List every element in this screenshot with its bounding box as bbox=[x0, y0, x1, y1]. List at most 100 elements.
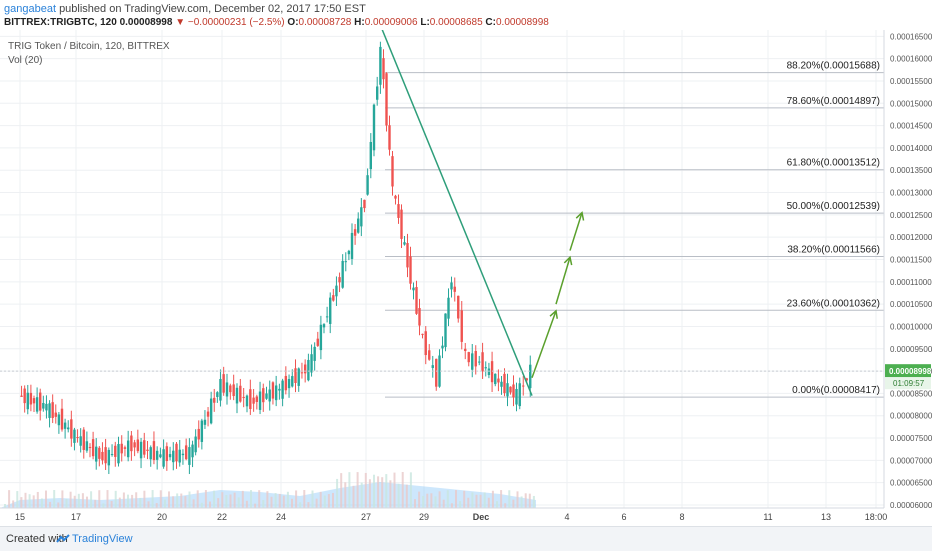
volume-bar bbox=[426, 493, 429, 508]
candle-body bbox=[152, 441, 156, 461]
candle-body bbox=[85, 441, 89, 451]
time-tick-label: 24 bbox=[276, 512, 286, 522]
trendline bbox=[381, 28, 533, 396]
volume-bar bbox=[168, 491, 170, 508]
candle-body bbox=[441, 345, 444, 349]
candle-body bbox=[73, 429, 76, 443]
price-chart[interactable]: 100.00%(0.00016661)88.20%(0.00015688)78.… bbox=[0, 10, 932, 526]
time-tick-label: 6 bbox=[621, 512, 626, 522]
candle-body bbox=[123, 447, 127, 449]
candle-body bbox=[104, 447, 107, 464]
candle-body bbox=[48, 403, 51, 418]
volume-bar bbox=[319, 491, 322, 508]
candle-body bbox=[91, 439, 95, 457]
volume-bar bbox=[233, 492, 236, 508]
time-tick-label: Dec bbox=[473, 512, 490, 522]
volume-bar bbox=[487, 497, 490, 508]
volume-bar bbox=[364, 472, 367, 508]
candle-body bbox=[255, 396, 259, 402]
price-tick-label: 0.00007000 bbox=[890, 456, 932, 465]
candle-body bbox=[341, 260, 344, 288]
candle-body bbox=[322, 324, 326, 328]
price-tick-label: 0.00010000 bbox=[890, 322, 932, 331]
volume-bar bbox=[61, 490, 64, 508]
open-label: O: bbox=[287, 17, 299, 28]
price-tick-label: 0.00015000 bbox=[890, 99, 932, 108]
candle-body bbox=[245, 395, 249, 407]
candle-body bbox=[281, 380, 284, 399]
candle-body bbox=[412, 287, 415, 291]
candle-body bbox=[110, 454, 114, 456]
candle-body bbox=[271, 382, 275, 399]
volume-bar bbox=[512, 499, 515, 508]
price-tick-label: 0.00016000 bbox=[890, 55, 932, 64]
author-link[interactable]: gangabeat bbox=[4, 3, 56, 15]
volume-bar bbox=[32, 495, 35, 508]
volume-bar bbox=[438, 491, 441, 508]
volume-bar bbox=[356, 472, 359, 508]
projection-arrow bbox=[531, 310, 557, 379]
time-tick-label: 27 bbox=[361, 512, 371, 522]
volume-bar bbox=[286, 491, 289, 508]
candle-body bbox=[360, 207, 363, 227]
candle-body bbox=[319, 324, 323, 351]
chart-area[interactable]: 100.00%(0.00016661)88.20%(0.00015688)78.… bbox=[0, 10, 932, 526]
price-tick-label: 0.00008500 bbox=[890, 389, 932, 398]
candle-body bbox=[353, 229, 357, 236]
candle-body bbox=[268, 389, 271, 402]
tradingview-link[interactable]: TradingView bbox=[72, 533, 133, 545]
candle-body bbox=[506, 383, 509, 397]
candle-body bbox=[382, 58, 385, 80]
volume-bar bbox=[258, 490, 261, 508]
candle-body bbox=[494, 373, 497, 385]
volume-bar bbox=[81, 493, 84, 508]
quote-line: BITTREX:TRIGBTC, 120 0.00008998 ▼ −0.000… bbox=[4, 17, 549, 28]
time-tick-label: 22 bbox=[217, 512, 227, 522]
volume-indicator-label[interactable]: Vol (20) bbox=[8, 55, 43, 66]
volume-bar bbox=[237, 497, 240, 508]
time-tick-label: 15 bbox=[15, 512, 25, 522]
candle-body bbox=[120, 443, 123, 454]
candle-body bbox=[278, 388, 281, 391]
candle-body bbox=[447, 297, 450, 319]
volume-bar bbox=[90, 491, 93, 508]
drawing-overlays bbox=[0, 28, 884, 396]
volume-bar bbox=[385, 474, 388, 508]
price-tick-label: 0.00014500 bbox=[890, 122, 932, 131]
volume-bar bbox=[491, 490, 494, 508]
volume-bar bbox=[368, 479, 371, 508]
time-tick-label: 4 bbox=[564, 512, 569, 522]
candle-body bbox=[206, 411, 210, 417]
candle-body bbox=[168, 454, 172, 458]
candle-body bbox=[35, 397, 39, 412]
volume-bar bbox=[114, 490, 117, 508]
candle-body bbox=[95, 446, 98, 462]
volume-bar bbox=[483, 492, 486, 508]
close-value: 0.00008998 bbox=[495, 17, 549, 28]
candle-body bbox=[265, 393, 268, 399]
volume-bar bbox=[245, 500, 248, 508]
tradingview-logo-icon[interactable] bbox=[56, 532, 70, 550]
price-tick-label: 0.00009500 bbox=[890, 345, 932, 354]
candle-body bbox=[149, 447, 152, 460]
volume-bar bbox=[262, 500, 265, 508]
volume-bar bbox=[528, 493, 531, 508]
published-text: published on TradingView.com, December 0… bbox=[59, 3, 366, 15]
price-axis: 0.000170000.000165000.000160000.00015500… bbox=[883, 10, 932, 526]
fib-level-label: 0.00%(0.00008417) bbox=[792, 385, 880, 396]
volume-bar bbox=[172, 496, 175, 508]
candle-body bbox=[222, 374, 225, 393]
candle-body bbox=[194, 436, 197, 453]
volume-bar bbox=[20, 497, 23, 508]
series-title: TRIG Token / Bitcoin, 120, BITTREX bbox=[8, 41, 170, 52]
change-value: −0.00000231 (−2.5%) bbox=[187, 17, 285, 28]
low-label: L: bbox=[420, 17, 430, 28]
volume-bar bbox=[496, 501, 498, 508]
volume-bar bbox=[102, 503, 105, 508]
candle-body bbox=[229, 385, 232, 393]
candle-body bbox=[60, 408, 64, 430]
projection-arrowhead bbox=[563, 255, 573, 266]
candle-body bbox=[114, 445, 117, 457]
volume-bar bbox=[28, 494, 31, 508]
candle-body bbox=[487, 368, 491, 376]
